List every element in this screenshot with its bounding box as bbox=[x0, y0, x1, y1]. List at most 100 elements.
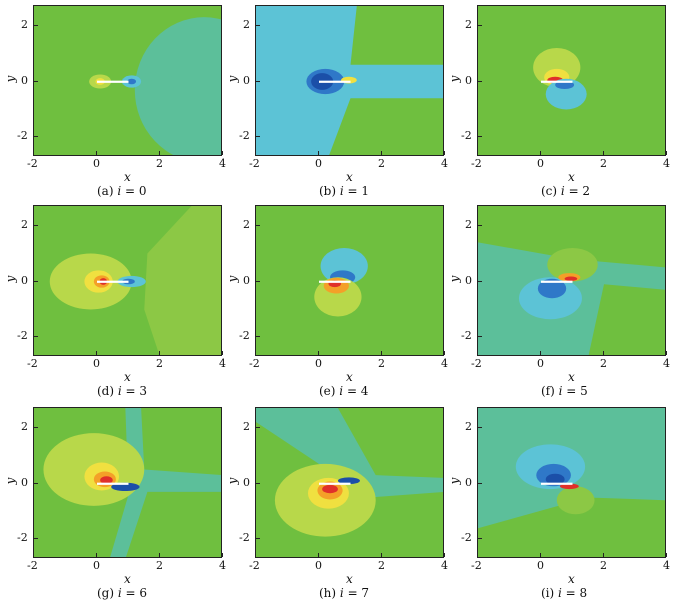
contour-plot-area bbox=[477, 407, 666, 558]
caption-equation: = 6 bbox=[121, 586, 148, 600]
x-tick-mark bbox=[33, 351, 34, 355]
panel-c: 2 0 -2 -2 0 2 4 x y (c) i = 2 bbox=[447, 0, 686, 200]
x-tick-label: -2 bbox=[471, 357, 482, 370]
contour-plot bbox=[34, 206, 221, 355]
y-tick-label: 2 bbox=[465, 217, 472, 231]
plate bbox=[541, 280, 573, 283]
caption-letter: (b) bbox=[319, 184, 340, 198]
contour-plot-area bbox=[477, 205, 666, 356]
x-tick-label: 4 bbox=[663, 157, 670, 170]
y-tick-label: 2 bbox=[465, 419, 472, 433]
x-tick-label: 4 bbox=[663, 559, 670, 572]
plate bbox=[319, 280, 351, 283]
caption-variable: i bbox=[117, 586, 122, 600]
y-tick-label: 2 bbox=[243, 217, 250, 231]
x-tick-mark bbox=[444, 553, 445, 557]
y-tick-label: 0 bbox=[243, 475, 250, 489]
y-tick-mark bbox=[478, 24, 482, 26]
contour-plot-area bbox=[33, 205, 222, 356]
plate bbox=[319, 482, 351, 485]
x-tick-mark bbox=[96, 351, 97, 355]
y-tick-label: 0 bbox=[243, 73, 250, 87]
x-tick-mark bbox=[159, 553, 160, 557]
y-tick-mark bbox=[256, 224, 260, 226]
x-tick-label: -2 bbox=[471, 559, 482, 572]
x-tick-mark bbox=[159, 351, 160, 355]
x-tick-mark bbox=[96, 553, 97, 557]
x-axis-label: x bbox=[124, 170, 131, 184]
x-tick-mark bbox=[318, 351, 319, 355]
contour-plot-area bbox=[255, 5, 444, 156]
x-axis-label: x bbox=[568, 170, 575, 184]
caption-equation: = 3 bbox=[121, 384, 148, 398]
panel-caption: (d) i = 3 bbox=[97, 384, 147, 398]
x-tick-mark bbox=[222, 553, 223, 557]
x-tick-label: 4 bbox=[663, 357, 670, 370]
caption-letter: (g) bbox=[97, 586, 118, 600]
right-region bbox=[144, 206, 221, 355]
y-tick-label: 2 bbox=[243, 419, 250, 433]
x-tick-mark bbox=[666, 151, 667, 155]
y-tick-label: 0 bbox=[21, 475, 28, 489]
x-tick-mark bbox=[477, 351, 478, 355]
y-tick-label: 2 bbox=[21, 17, 28, 31]
y-tick-label: -2 bbox=[239, 329, 250, 343]
x-tick-mark bbox=[222, 151, 223, 155]
x-tick-label: 2 bbox=[600, 357, 607, 370]
y-tick-label: -2 bbox=[17, 329, 28, 343]
y-axis-label: y bbox=[447, 75, 462, 83]
y-tick-mark bbox=[478, 280, 482, 282]
y-tick-label: 0 bbox=[465, 475, 472, 489]
y-axis-label: y bbox=[225, 275, 240, 283]
y-tick-label: -2 bbox=[461, 129, 472, 143]
x-axis-label: x bbox=[346, 370, 353, 384]
panel-b: 2 0 -2 -2 0 2 4 x y (b) i = 1 bbox=[225, 0, 475, 200]
caption-letter: (c) bbox=[541, 184, 561, 198]
panel-a: 2 0 -2 -2 0 2 4 x y (a) i = 0 bbox=[3, 0, 253, 200]
y-tick-mark bbox=[478, 426, 482, 428]
caption-letter: (h) bbox=[319, 586, 340, 600]
x-axis-label: x bbox=[346, 170, 353, 184]
x-tick-mark bbox=[444, 151, 445, 155]
x-tick-label: 2 bbox=[156, 559, 163, 572]
caption-equation: = 1 bbox=[343, 184, 370, 198]
panel-caption: (c) i = 2 bbox=[541, 184, 590, 198]
x-tick-label: 0 bbox=[315, 157, 322, 170]
y-tick-mark bbox=[256, 482, 260, 484]
contour-plot bbox=[256, 206, 443, 355]
x-tick-label: 0 bbox=[537, 559, 544, 572]
y-tick-mark bbox=[256, 336, 260, 338]
y-axis-label: y bbox=[3, 275, 18, 283]
y-axis-label: y bbox=[447, 477, 462, 485]
caption-variable: i bbox=[558, 586, 562, 600]
y-tick-mark bbox=[256, 426, 260, 428]
x-tick-mark bbox=[159, 151, 160, 155]
y-axis-label: y bbox=[3, 477, 18, 485]
panel-caption: (g) i = 6 bbox=[97, 586, 147, 600]
x-tick-mark bbox=[96, 151, 97, 155]
caption-letter: (d) bbox=[97, 384, 118, 398]
contour-plot bbox=[478, 6, 665, 155]
x-tick-label: 4 bbox=[219, 559, 226, 572]
contour-plot bbox=[34, 408, 221, 557]
contour-plot bbox=[478, 206, 665, 355]
x-axis-label: x bbox=[124, 370, 131, 384]
caption-letter: (a) bbox=[97, 184, 118, 198]
y-tick-label: 2 bbox=[21, 419, 28, 433]
x-tick-label: 0 bbox=[537, 357, 544, 370]
x-tick-label: -2 bbox=[249, 357, 260, 370]
panel-caption: (e) i = 4 bbox=[319, 384, 368, 398]
x-tick-mark bbox=[33, 151, 34, 155]
caption-variable: i bbox=[339, 586, 344, 600]
panel-caption: (h) i = 7 bbox=[319, 586, 369, 600]
x-tick-mark bbox=[666, 351, 667, 355]
contour-plot-area bbox=[477, 5, 666, 156]
x-tick-label: 4 bbox=[441, 559, 448, 572]
x-tick-mark bbox=[255, 351, 256, 355]
x-tick-label: 2 bbox=[156, 157, 163, 170]
caption-variable: i bbox=[560, 184, 565, 198]
x-tick-mark bbox=[222, 351, 223, 355]
contour-plot bbox=[478, 408, 665, 557]
x-tick-label: 0 bbox=[315, 357, 322, 370]
caption-equation: = 5 bbox=[562, 384, 588, 398]
